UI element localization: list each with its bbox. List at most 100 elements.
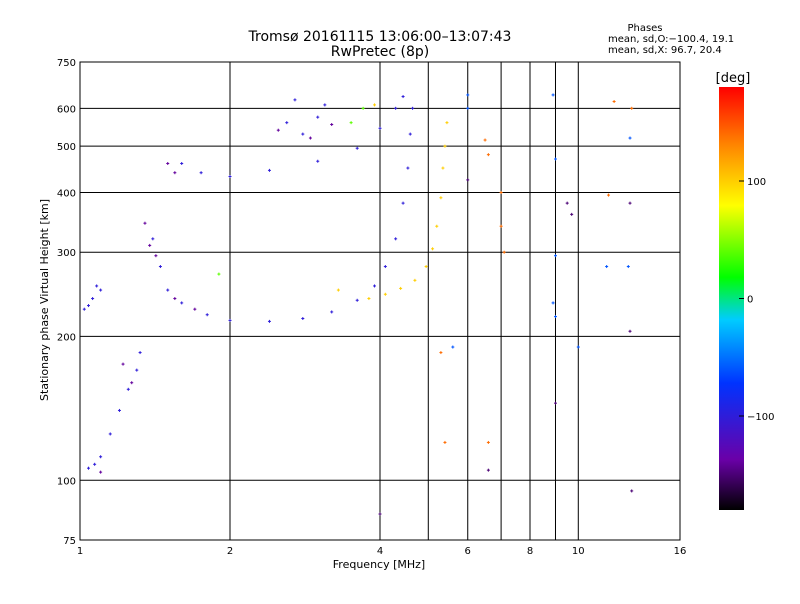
data-point xyxy=(439,196,443,200)
data-point xyxy=(499,190,503,194)
data-point xyxy=(86,466,90,470)
data-point xyxy=(301,316,305,320)
data-point xyxy=(205,313,209,317)
data-point xyxy=(143,221,147,225)
data-point xyxy=(173,297,177,301)
y-tick-label: 500 xyxy=(57,142,76,153)
data-point xyxy=(126,387,130,391)
data-point xyxy=(173,171,177,175)
data-point xyxy=(267,319,271,323)
data-point xyxy=(406,166,410,170)
data-point xyxy=(323,103,327,107)
y-tick-label: 750 xyxy=(57,58,76,69)
data-point xyxy=(301,132,305,136)
data-point xyxy=(293,98,297,102)
data-point xyxy=(466,178,470,182)
data-point xyxy=(439,351,443,355)
data-point xyxy=(154,254,158,258)
data-point xyxy=(628,201,632,205)
data-point xyxy=(565,201,569,205)
data-point xyxy=(276,128,280,132)
data-point xyxy=(628,329,632,333)
x-tick-label: 6 xyxy=(465,546,471,557)
x-axis-label: Frequency [MHz] xyxy=(333,558,425,571)
data-point xyxy=(330,123,334,127)
x-tick-label: 4 xyxy=(377,546,383,557)
data-point xyxy=(443,440,447,444)
data-point xyxy=(383,292,387,296)
data-point xyxy=(180,301,184,305)
data-point xyxy=(612,100,616,104)
data-point xyxy=(605,265,609,269)
data-point xyxy=(82,307,86,311)
x-tick-label: 16 xyxy=(674,546,687,557)
data-point xyxy=(99,470,103,474)
data-point xyxy=(135,368,139,372)
stats-o-line: mean, sd,O:−100.4, 19.1 xyxy=(608,34,734,45)
chart-title: Tromsø 20161115 13:06:00–13:07:43 xyxy=(248,29,512,45)
data-point xyxy=(378,126,382,130)
data-point xyxy=(424,265,428,269)
data-point xyxy=(551,301,555,305)
data-point xyxy=(401,201,405,205)
data-point xyxy=(502,250,506,254)
x-tick-label: 8 xyxy=(527,546,533,557)
chart-subtitle: RwPretec (8p) xyxy=(331,44,429,60)
x-tick-labels: 1 2 4 6 8 10 16 xyxy=(77,546,687,557)
stats-x-line: mean, sd,X: 96.7, 20.4 xyxy=(608,45,722,56)
data-point xyxy=(355,298,359,302)
data-points xyxy=(82,93,634,516)
data-point xyxy=(166,161,170,165)
data-point xyxy=(99,455,103,459)
data-point xyxy=(451,345,455,349)
data-point xyxy=(413,278,417,282)
data-point xyxy=(86,304,90,308)
data-point xyxy=(336,288,340,292)
data-point xyxy=(316,159,320,163)
data-point xyxy=(349,121,353,125)
data-point xyxy=(308,136,312,140)
data-point xyxy=(108,432,112,436)
data-point xyxy=(441,166,445,170)
colorbar-tick-label: 100 xyxy=(747,177,766,188)
x-tick-label: 1 xyxy=(77,546,83,557)
data-point xyxy=(180,161,184,165)
data-point xyxy=(553,401,557,405)
data-point xyxy=(607,193,611,197)
data-point xyxy=(466,106,470,110)
data-point xyxy=(91,297,95,301)
y-tick-label: 400 xyxy=(57,188,76,199)
data-point xyxy=(626,265,630,269)
data-point xyxy=(121,362,125,366)
y-tick-label: 300 xyxy=(57,248,76,259)
x-tick-label: 2 xyxy=(227,546,233,557)
y-tick-label: 200 xyxy=(57,332,76,343)
data-point xyxy=(373,103,377,107)
data-point xyxy=(158,265,162,269)
data-point xyxy=(330,310,334,314)
data-point xyxy=(267,168,271,172)
data-point xyxy=(483,138,487,142)
data-point xyxy=(316,115,320,119)
data-point xyxy=(431,247,435,251)
data-point xyxy=(217,272,221,276)
grid-lines xyxy=(80,62,680,540)
data-point xyxy=(630,489,634,493)
data-point xyxy=(553,254,557,258)
data-point xyxy=(486,468,490,472)
data-point xyxy=(486,440,490,444)
y-axis-label: Stationary phase Virtual Height [km] xyxy=(38,199,51,401)
colorbar-tick-label: −100 xyxy=(747,412,774,423)
data-point xyxy=(435,224,439,228)
data-point xyxy=(93,462,97,466)
data-point xyxy=(117,408,121,412)
data-point xyxy=(499,224,503,228)
data-point xyxy=(383,265,387,269)
data-point xyxy=(576,345,580,349)
data-point xyxy=(553,157,557,161)
data-point xyxy=(394,106,398,110)
data-point xyxy=(486,153,490,157)
colorbar-ticks: −100 0 100 xyxy=(739,177,774,423)
data-point xyxy=(394,237,398,241)
